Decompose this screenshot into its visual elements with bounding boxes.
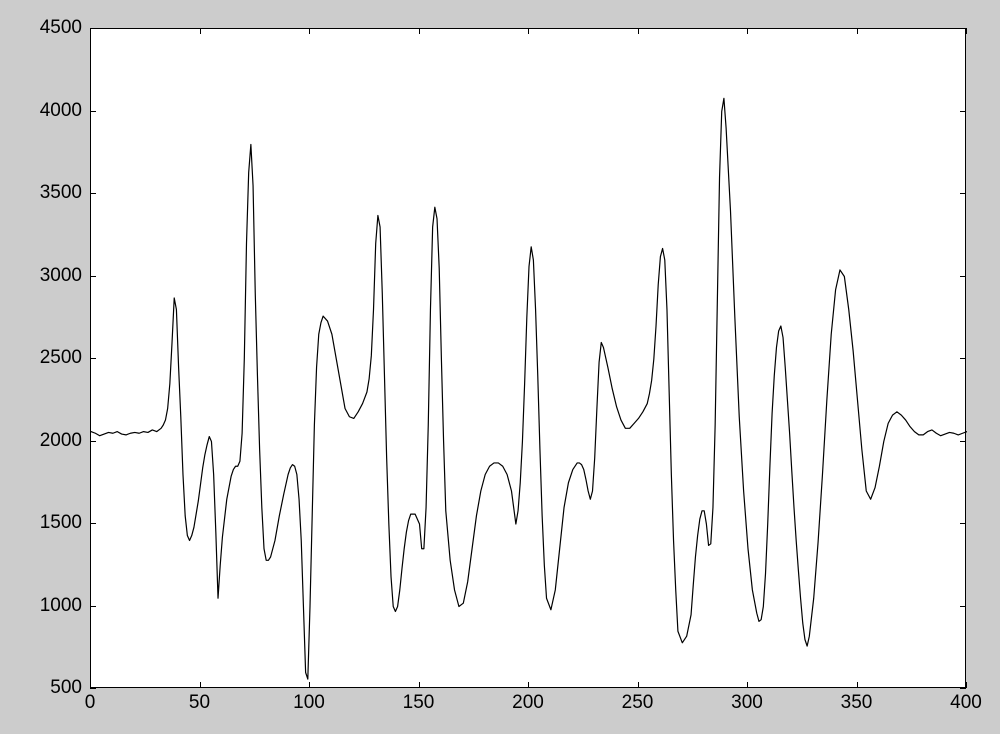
x-tick-label: 350 bbox=[841, 692, 873, 714]
x-tick-mark bbox=[309, 28, 310, 34]
x-tick-mark bbox=[309, 682, 310, 688]
y-tick-label: 1500 bbox=[40, 512, 82, 534]
x-tick-mark bbox=[966, 28, 967, 34]
x-tick-mark bbox=[419, 28, 420, 34]
series-line bbox=[91, 98, 967, 679]
x-tick-label: 250 bbox=[622, 692, 654, 714]
x-tick-mark bbox=[90, 28, 91, 34]
x-tick-label: 150 bbox=[403, 692, 435, 714]
x-tick-mark bbox=[528, 682, 529, 688]
x-tick-label: 400 bbox=[950, 692, 982, 714]
y-tick-mark bbox=[90, 358, 96, 359]
y-tick-mark bbox=[960, 276, 966, 277]
y-tick-label: 4500 bbox=[40, 17, 82, 39]
y-tick-mark bbox=[960, 523, 966, 524]
y-tick-mark bbox=[960, 111, 966, 112]
x-tick-label: 200 bbox=[512, 692, 544, 714]
x-tick-mark bbox=[747, 682, 748, 688]
y-tick-mark bbox=[90, 276, 96, 277]
y-tick-label: 2500 bbox=[40, 347, 82, 369]
x-tick-label: 100 bbox=[293, 692, 325, 714]
figure-frame: 500 1000 1500 2000 2500 3000 3500 4000 4500 0 50 10… bbox=[0, 0, 1000, 734]
x-tick-mark bbox=[966, 682, 967, 688]
x-tick-mark bbox=[857, 682, 858, 688]
y-tick-mark bbox=[90, 606, 96, 607]
y-tick-label: 3000 bbox=[40, 265, 82, 287]
y-tick-label: 2000 bbox=[40, 430, 82, 452]
y-tick-mark bbox=[90, 523, 96, 524]
x-tick-mark bbox=[200, 28, 201, 34]
y-tick-mark bbox=[90, 688, 96, 689]
x-tick-label: 50 bbox=[189, 692, 210, 714]
x-tick-mark bbox=[638, 28, 639, 34]
line-chart bbox=[91, 29, 967, 689]
y-tick-mark bbox=[960, 358, 966, 359]
y-tick-mark bbox=[960, 606, 966, 607]
x-tick-label: 0 bbox=[85, 692, 96, 714]
plot-area bbox=[90, 28, 966, 688]
y-tick-mark bbox=[960, 441, 966, 442]
x-tick-mark bbox=[747, 28, 748, 34]
y-tick-label: 3500 bbox=[40, 182, 82, 204]
x-tick-mark bbox=[528, 28, 529, 34]
y-tick-mark bbox=[90, 193, 96, 194]
x-tick-mark bbox=[90, 682, 91, 688]
y-tick-label: 1000 bbox=[40, 595, 82, 617]
y-tick-mark bbox=[960, 688, 966, 689]
y-tick-mark bbox=[960, 193, 966, 194]
x-tick-label: 300 bbox=[731, 692, 763, 714]
x-tick-mark bbox=[857, 28, 858, 34]
y-tick-label: 4000 bbox=[40, 100, 82, 122]
x-tick-mark bbox=[419, 682, 420, 688]
x-tick-mark bbox=[200, 682, 201, 688]
y-tick-mark bbox=[90, 441, 96, 442]
y-tick-label: 500 bbox=[50, 677, 82, 699]
y-tick-mark bbox=[90, 111, 96, 112]
x-tick-mark bbox=[638, 682, 639, 688]
